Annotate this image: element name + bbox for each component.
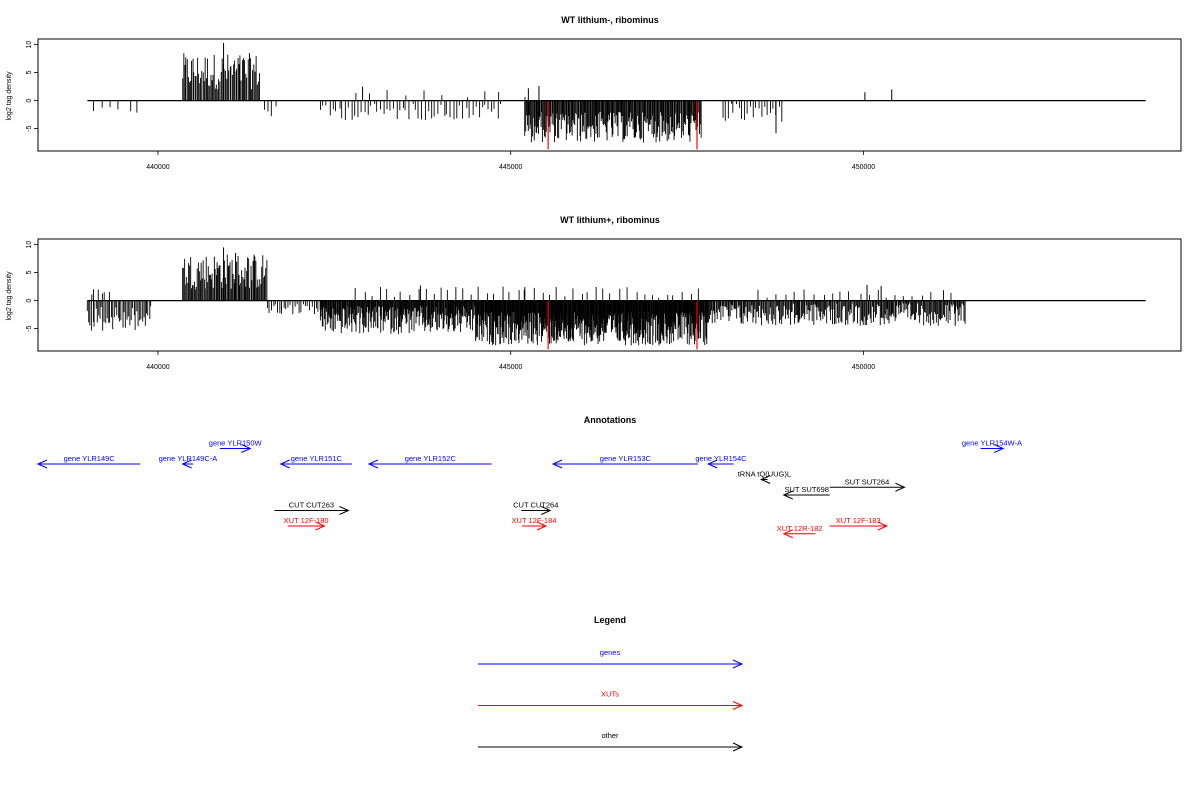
annotation-feature: XUT 12F-184	[512, 516, 557, 531]
y-axis-label: log2 tag density	[6, 271, 13, 321]
legend-title: Legend	[594, 615, 626, 625]
feature-label: gene YLR151C	[291, 454, 343, 463]
annotation-features: gene YLR149C gene YLR149C-A gene YLR150W ge…	[36, 439, 1022, 539]
annotation-feature: gene YLR154C	[695, 454, 747, 469]
track-panel-lithium-plus: WT lithium+, ribominus log2 tag density …	[6, 215, 1182, 371]
x-tick-label: 450000	[852, 164, 875, 171]
arrow-head	[339, 506, 350, 515]
arrow-head	[241, 444, 252, 453]
plot-frame	[37, 238, 1182, 352]
arrow-head	[279, 459, 290, 469]
bar-group	[86, 247, 966, 350]
feature-label: CUT CUT263	[289, 501, 334, 510]
feature-label: SUT SUT264	[845, 477, 889, 486]
annotation-feature: tRNA tQ(UUG)L	[738, 470, 791, 484]
annotation-feature: SUT SUT264	[829, 477, 906, 492]
annotation-feature: XUT 12F-183	[829, 516, 889, 531]
y-tick-label: 0	[26, 99, 33, 103]
feature-label: CUT CUT264	[513, 501, 558, 510]
arrow-head	[895, 482, 906, 492]
arrow-head	[877, 521, 889, 531]
annotation-feature: gene YLR153C	[551, 454, 698, 469]
feature-label: XUT 12F-180	[284, 516, 329, 525]
feature-label: gene YLR152C	[405, 454, 457, 463]
arrow-head	[759, 475, 771, 484]
arrow-head	[181, 459, 192, 469]
legend-item: other	[478, 731, 744, 752]
y-tick-label: -5	[26, 125, 33, 131]
feature-label: XUT 12F-184	[512, 516, 557, 525]
y-tick-label: 5	[26, 71, 33, 75]
annotation-feature: SUT SUT698	[782, 485, 830, 500]
x-tick-label: 450000	[852, 364, 875, 371]
annotation-feature: gene YLR150W	[209, 439, 263, 453]
x-tick-label: 440000	[146, 364, 169, 371]
annotation-feature: gene YLR149C	[36, 454, 141, 469]
panel-title: WT lithium-, ribominus	[561, 15, 659, 25]
plot-frame	[37, 38, 1182, 152]
arrow-head	[782, 529, 793, 539]
arrow-head	[367, 459, 379, 469]
feature-label: gene YLR154W-A	[962, 439, 1022, 448]
arrow-head	[536, 521, 548, 531]
annotation-feature: XUT 12F-180	[284, 516, 329, 531]
y-tick-label: 0	[26, 299, 33, 303]
annotations-section: Annotations gene YLR149C gene YLR149C-Age…	[36, 415, 1022, 539]
bar-group	[93, 42, 893, 150]
legend-item: XUTs	[478, 690, 744, 710]
feature-label: tRNA tQ(UUG)L	[738, 470, 791, 479]
feature-label: gene YLR154C	[695, 454, 747, 463]
y-tick-label: 10	[26, 41, 33, 49]
arrow-head	[551, 459, 563, 469]
feature-label: XUT 12R-182	[777, 524, 823, 533]
annotation-feature: CUT CUT263	[274, 501, 350, 515]
annotation-feature: CUT CUT264	[513, 501, 558, 515]
y-tick-label: 5	[26, 271, 33, 275]
x-tick-label: 445000	[499, 364, 522, 371]
feature-label: gene YLR150W	[209, 439, 263, 448]
arrow-head	[782, 490, 793, 500]
feature-label: gene YLR149C	[64, 454, 116, 463]
axes-group: -5 0 5 10 440000 445000 450000	[26, 41, 1146, 171]
feature-label: gene YLR153C	[600, 454, 652, 463]
track-panel-lithium-minus: WT lithium-, ribominus log2 tag density …	[6, 15, 1182, 171]
feature-label: SUT SUT698	[784, 485, 828, 494]
y-tick-label: 10	[26, 241, 33, 249]
annotation-feature: XUT 12R-182	[777, 524, 823, 539]
arrow-head	[315, 521, 326, 531]
legend-label: other	[601, 731, 619, 740]
legend-items: genes XUTs other	[478, 648, 744, 752]
annotation-feature: gene YLR151C	[279, 454, 352, 469]
y-tick-label: -5	[26, 325, 33, 331]
annotation-feature: gene YLR149C-A	[159, 454, 218, 469]
arrow-head	[541, 506, 552, 515]
arrow-head	[732, 701, 744, 710]
feature-label: XUT 12F-183	[836, 516, 881, 525]
arrow-head	[36, 459, 48, 469]
x-tick-label: 440000	[146, 164, 169, 171]
arrow-head	[732, 742, 744, 752]
arrow-head	[993, 444, 1005, 453]
feature-label: gene YLR149C-A	[159, 454, 218, 463]
y-axis-label: log2 tag density	[6, 71, 13, 121]
legend-label: XUTs	[601, 690, 619, 699]
legend-section: Legend genes XUTs other	[478, 615, 744, 752]
legend-item: genes	[478, 648, 744, 669]
axes-group: -5 0 5 10 440000 445000 450000	[26, 241, 1146, 371]
panel-title: WT lithium+, ribominus	[560, 215, 660, 225]
x-tick-label: 445000	[499, 164, 522, 171]
annotation-feature: gene YLR152C	[367, 454, 492, 469]
arrow-head	[707, 459, 718, 469]
arrow-head	[732, 659, 744, 669]
annotations-title: Annotations	[584, 415, 637, 425]
legend-label: genes	[600, 648, 621, 657]
annotation-feature: gene YLR154W-A	[962, 439, 1022, 453]
